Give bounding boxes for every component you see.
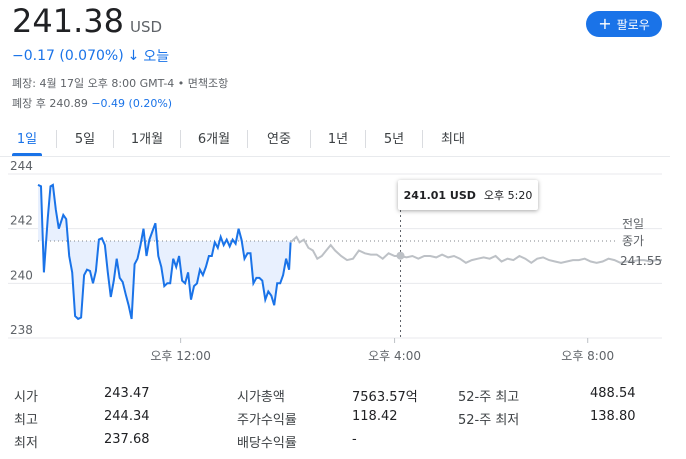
y-tick-label: 240 [10,268,33,282]
price-value: 241.38 [12,2,124,40]
range-tabs: 1일 5일 1개월 6개월 연중 1년 5년 최대 [0,124,686,156]
tab-max[interactable]: 최대 [441,132,465,147]
stat-mktcap-label: 시가총액 [237,390,285,405]
x-tick-label: 오후 12:00 [150,349,210,363]
tab-1y[interactable]: 1년 [327,132,349,147]
stat-52w-high-label: 52-주 최고 [458,390,520,405]
stat-mktcap-value: 7563.57억 [352,390,418,405]
tooltip-time: 오후 5:20 [483,189,533,202]
prev-close-value: 241.55 [620,254,662,268]
stat-52w-high-value: 488.54 [590,386,636,401]
cursor-dot [396,251,405,260]
price-chart[interactable]: 244 242 240 238 오후 12:00 오후 4:00 오후 8:00 전일 종… [0,160,686,370]
change-period: 오늘 [143,49,170,65]
price-change: −0.17 (0.070%) ↓ 오늘 [12,46,169,66]
tab-ytd[interactable]: 연중 [267,132,291,147]
tab-6m[interactable]: 6개월 [197,132,231,147]
stat-pe-value: 118.42 [352,409,398,424]
tab-divider [113,130,114,148]
after-hours-price-line [289,235,662,265]
prev-close-label: 전일 [622,217,644,231]
stat-low-label: 최저 [14,436,38,451]
x-tick-label: 오후 4:00 [368,349,421,363]
tab-5y[interactable]: 5년 [383,132,405,147]
tooltip-value: 241.01 USD [403,188,476,202]
tab-divider [56,130,57,148]
stat-open-value: 243.47 [104,386,150,401]
after-hours-info: 폐장 후 240.89 −0.49 (0.20%) [12,95,172,111]
tab-divider [422,130,423,148]
plus-icon: + [598,14,612,33]
after-hours-change: −0.49 (0.20%) [91,97,173,110]
stat-high-value: 244.34 [104,409,150,424]
regular-price-line [37,183,292,321]
follow-button[interactable]: + 팔로우 [586,11,662,37]
tab-1d[interactable]: 1일 [12,124,42,156]
after-hours-price: 폐장 후 240.89 [12,97,88,110]
y-tick-label: 242 [10,214,33,228]
close-info: 폐장: 4월 17일 오후 8:00 GMT-4 • 면책조항 [12,77,229,90]
stat-52w-low-value: 138.80 [590,409,636,424]
y-tick-label: 244 [10,160,33,173]
x-tick-label: 오후 8:00 [561,349,614,363]
stat-open-label: 시가 [14,390,38,405]
tabs-border [0,156,670,157]
tab-divider [365,130,366,148]
tab-divider [310,130,311,148]
tab-1m[interactable]: 1개월 [130,132,164,147]
stat-low-value: 237.68 [104,432,150,447]
price-currency: USD [129,18,163,36]
tab-divider [180,130,181,148]
arrow-down-icon: ↓ [127,48,140,64]
stat-high-label: 최고 [14,413,38,428]
stat-52w-low-label: 52-주 최저 [458,413,520,428]
stock-price: 241.38 USD [12,2,162,46]
stat-div-label: 배당수익률 [237,436,297,451]
follow-label: 팔로우 [616,17,650,32]
tab-5d[interactable]: 5일 [74,132,96,147]
chart-tooltip: 241.01 USD 오후 5:20 [398,180,538,210]
prev-close-label: 종가 [622,234,644,248]
stat-div-value: - [352,432,357,447]
tab-divider [247,130,248,148]
stat-pe-label: 주가수익률 [237,413,297,428]
y-tick-label: 238 [10,323,33,337]
regular-area-fill [38,184,291,319]
change-value: −0.17 (0.070%) [12,48,124,64]
